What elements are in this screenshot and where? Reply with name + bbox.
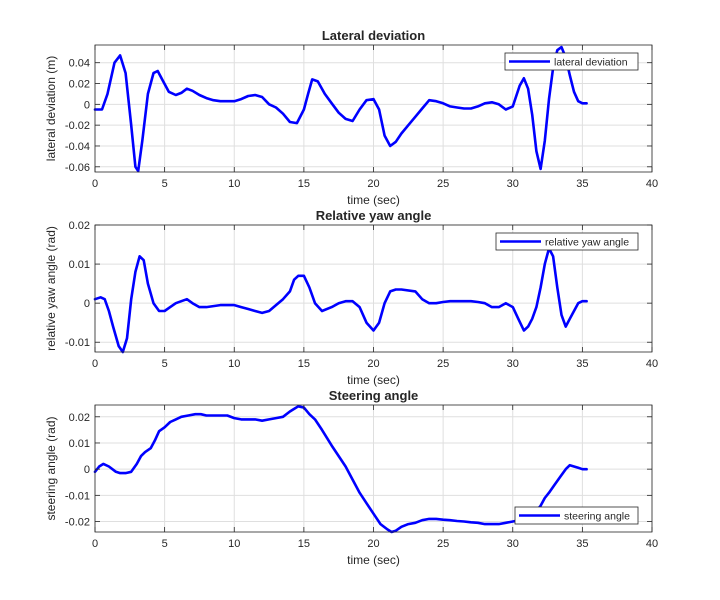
x-tick-label: 35 (576, 538, 588, 550)
x-tick-label: 0 (92, 358, 98, 370)
legend: relative yaw angle (495, 232, 639, 251)
x-tick-label: 15 (298, 538, 310, 550)
y-tick-label: -0.01 (65, 490, 90, 502)
legend: steering angle (514, 506, 639, 525)
y-tick-label: 0.02 (69, 220, 90, 232)
y-tick-label: 0 (84, 99, 90, 111)
legend-box (495, 232, 639, 251)
x-tick-label: 40 (646, 358, 658, 370)
series-line (93, 45, 588, 173)
legend-label: lateral deviation (554, 57, 628, 69)
x-tick-label: 25 (437, 358, 449, 370)
x-tick-label: 0 (92, 538, 98, 550)
y-tick-label: 0.01 (69, 438, 90, 450)
y-axis-label: lateral deviation (m) (44, 56, 58, 161)
y-axis-label: steering angle (rad) (44, 416, 58, 520)
y-tick-label: 0.01 (69, 259, 90, 271)
x-axis-label: time (sec) (347, 193, 400, 207)
y-tick-label: 0.04 (69, 58, 90, 70)
y-tick-label: -0.04 (65, 141, 90, 153)
y-tick-label: 0.02 (69, 79, 90, 91)
x-tick-label: 5 (162, 538, 168, 550)
chart-title: Lateral deviation (322, 28, 425, 43)
series-line (93, 247, 588, 354)
x-tick-label: 25 (437, 178, 449, 190)
chart-title: Steering angle (329, 388, 419, 403)
y-tick-label: 0 (84, 298, 90, 310)
legend-label: steering angle (564, 511, 630, 523)
x-tick-label: 30 (507, 178, 519, 190)
y-tick-label: 0.02 (69, 412, 90, 424)
x-tick-label: 15 (298, 358, 310, 370)
y-tick-label: -0.02 (65, 120, 90, 132)
x-tick-label: 20 (367, 358, 379, 370)
x-tick-label: 15 (298, 178, 310, 190)
y-axis-label: relative yaw angle (rad) (44, 226, 58, 351)
x-tick-label: 30 (507, 358, 519, 370)
x-axis-label: time (sec) (347, 553, 400, 567)
y-tick-label: -0.02 (65, 517, 90, 529)
x-axis-label: time (sec) (347, 373, 400, 387)
y-tick-label: 0 (84, 464, 90, 476)
x-tick-label: 30 (507, 538, 519, 550)
chart-title: Relative yaw angle (316, 208, 432, 223)
x-tick-label: 35 (576, 358, 588, 370)
legend-label: relative yaw angle (545, 237, 629, 249)
x-tick-label: 20 (367, 178, 379, 190)
legend: lateral deviation (504, 52, 639, 71)
y-tick-label: -0.06 (65, 162, 90, 174)
y-tick-label: -0.01 (65, 337, 90, 349)
x-tick-label: 10 (228, 358, 240, 370)
x-tick-label: 5 (162, 358, 168, 370)
subplot-1: 0 5 10 15 20 25 30 35 40 -0.06 -0.04 -0.02 0 0.02 0.04… (44, 28, 658, 207)
x-tick-label: 40 (646, 538, 658, 550)
x-tick-label: 40 (646, 178, 658, 190)
legend-box (504, 52, 639, 71)
x-tick-label: 0 (92, 178, 98, 190)
x-tick-label: 10 (228, 538, 240, 550)
legend-box (514, 506, 639, 525)
x-tick-label: 5 (162, 178, 168, 190)
x-tick-label: 35 (576, 178, 588, 190)
x-tick-label: 10 (228, 178, 240, 190)
x-tick-label: 20 (367, 538, 379, 550)
x-tick-label: 25 (437, 538, 449, 550)
subplot-3: 0 5 10 15 20 25 30 35 40 -0.02 -0.01 0 0.01 0.02 Steer… (44, 388, 658, 567)
